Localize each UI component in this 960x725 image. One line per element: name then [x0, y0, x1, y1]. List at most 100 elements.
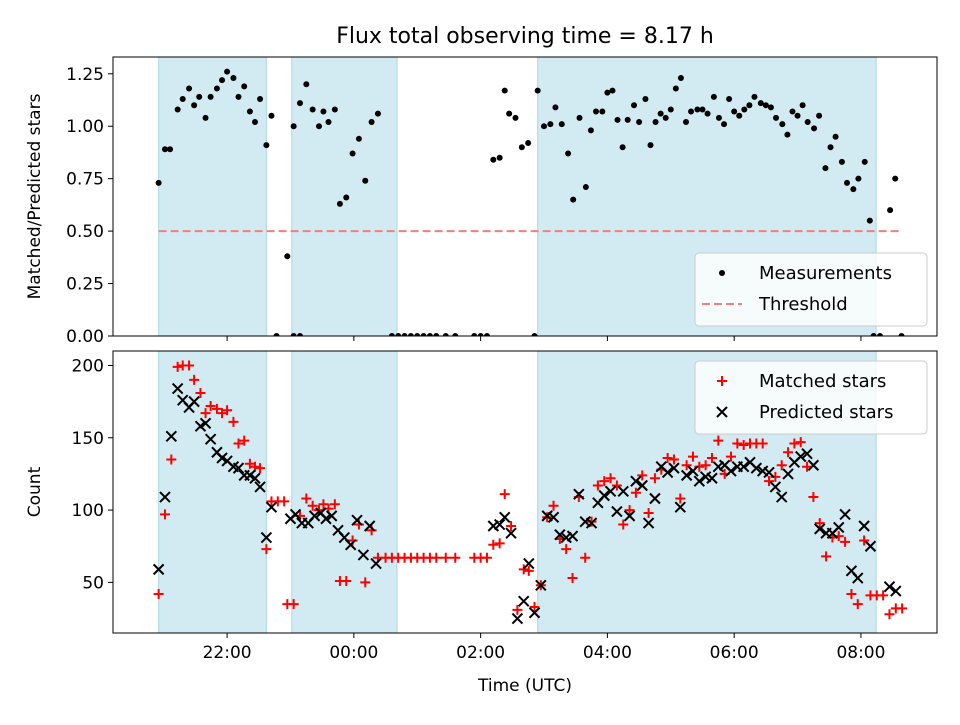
- data-point: [241, 83, 247, 89]
- data-point: [570, 197, 576, 203]
- y-axis-label: Count: [25, 466, 45, 517]
- data-point: [506, 111, 512, 117]
- data-point: [768, 104, 774, 110]
- data-point: [320, 109, 326, 115]
- legend-label: Threshold: [758, 294, 848, 315]
- data-point: [588, 127, 594, 133]
- data-point: [699, 106, 705, 112]
- data-point: [609, 88, 615, 94]
- data-point: [284, 253, 290, 259]
- data-point: [833, 134, 839, 140]
- data-point: [535, 88, 541, 94]
- data-point: [316, 123, 322, 129]
- data-point: [620, 144, 626, 150]
- data-point: [678, 75, 684, 81]
- data-point: [343, 195, 349, 201]
- data-point: [203, 115, 209, 121]
- data-point: [236, 94, 242, 100]
- data-point: [751, 94, 757, 100]
- data-point: [512, 115, 518, 121]
- data-point: [559, 121, 565, 127]
- x-tick-label: 22:00: [203, 643, 252, 663]
- data-point: [219, 77, 225, 83]
- data-point: [789, 109, 795, 115]
- y-tick-label: 0.25: [66, 275, 104, 295]
- data-point: [773, 115, 779, 121]
- data-point: [291, 123, 297, 129]
- data-point: [362, 178, 368, 184]
- data-point: [839, 159, 845, 165]
- data-point: [673, 85, 679, 91]
- chart-title: Flux total observing time = 8.17 h: [336, 24, 714, 49]
- data-point: [252, 119, 258, 125]
- data-point: [310, 106, 316, 112]
- data-point: [263, 142, 269, 148]
- y-tick-label: 1.00: [66, 117, 104, 137]
- data-point: [741, 106, 747, 112]
- legend: Matched stars Predicted stars: [695, 361, 927, 434]
- observing-window-2: [292, 351, 397, 633]
- data-point: [186, 85, 192, 91]
- data-point: [615, 117, 621, 123]
- y-tick-label: 0.50: [66, 222, 104, 242]
- data-point: [356, 136, 362, 142]
- data-point: [862, 159, 868, 165]
- data-point: [668, 106, 674, 112]
- data-point: [552, 104, 558, 110]
- data-point: [303, 81, 309, 87]
- data-point: [688, 109, 694, 115]
- data-point: [332, 106, 338, 112]
- x-tick-label: 06:00: [710, 643, 759, 663]
- data-point: [350, 150, 356, 156]
- data-point: [811, 125, 817, 131]
- data-point: [642, 96, 648, 102]
- data-point: [683, 119, 689, 125]
- data-point: [663, 115, 669, 121]
- data-point: [247, 109, 253, 115]
- data-point: [599, 109, 605, 115]
- data-point: [191, 102, 197, 108]
- legend: Measurements Threshold: [695, 253, 927, 326]
- observing-window-1: [159, 351, 267, 633]
- y-tick-label: 200: [72, 356, 104, 376]
- data-point: [653, 119, 659, 125]
- y-tick-label: 150: [72, 429, 104, 449]
- data-point: [631, 102, 637, 108]
- y-tick-label: 50: [82, 573, 104, 593]
- data-point: [525, 140, 531, 146]
- data-point: [746, 102, 752, 108]
- data-point: [784, 132, 790, 138]
- data-point: [816, 113, 822, 119]
- data-point: [828, 144, 834, 150]
- data-point: [844, 180, 850, 186]
- data-point: [822, 165, 828, 171]
- data-point: [180, 96, 186, 102]
- data-point: [779, 121, 785, 127]
- x-axis-label: Time (UTC): [477, 676, 572, 696]
- data-point: [490, 157, 496, 163]
- legend-label: Matched stars: [759, 371, 886, 392]
- x-tick-label: 02:00: [456, 643, 505, 663]
- chart-figure: Flux total observing time = 8.17 h 0.00 0…: [0, 0, 960, 720]
- data-point: [369, 119, 375, 125]
- data-point: [214, 85, 220, 91]
- data-point: [705, 111, 711, 117]
- data-point: [167, 146, 173, 152]
- x-tick-label: 04:00: [583, 643, 632, 663]
- data-point: [519, 144, 525, 150]
- data-point: [805, 119, 811, 125]
- data-point: [850, 186, 856, 192]
- data-point: [268, 113, 274, 119]
- data-point: [658, 111, 664, 117]
- data-point: [855, 176, 861, 182]
- data-point: [547, 121, 553, 127]
- data-point: [326, 119, 332, 125]
- data-point: [337, 201, 343, 207]
- legend-label: Measurements: [759, 263, 892, 284]
- legend-marker: [719, 270, 725, 276]
- legend-label: Predicted stars: [759, 402, 893, 423]
- data-point: [711, 94, 717, 100]
- y-tick-label: 100: [72, 501, 104, 521]
- data-point: [224, 69, 230, 75]
- y-tick-label: 0.00: [66, 327, 104, 347]
